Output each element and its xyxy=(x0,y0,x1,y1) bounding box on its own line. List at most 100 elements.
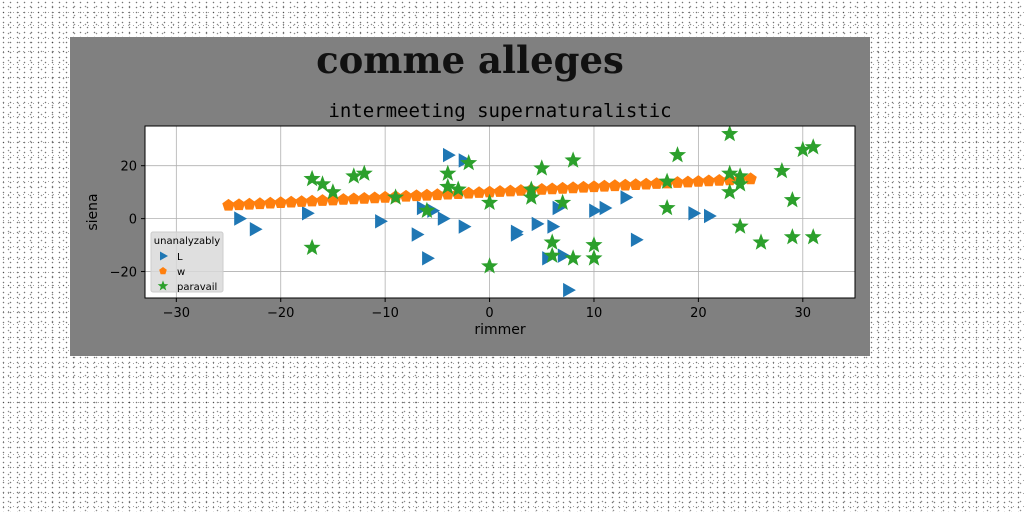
point-w xyxy=(316,194,329,206)
point-L xyxy=(630,232,644,247)
point-w xyxy=(702,174,715,187)
x-tick-label: −20 xyxy=(267,306,294,321)
point-w xyxy=(358,192,371,204)
point-w xyxy=(431,188,444,201)
point-paravail xyxy=(585,249,603,266)
x-tick-label: −30 xyxy=(163,306,190,321)
point-w xyxy=(222,198,235,211)
legend-box xyxy=(150,231,224,293)
point-L xyxy=(620,190,634,205)
point-w xyxy=(629,178,642,190)
point-paravail xyxy=(721,126,739,142)
point-w xyxy=(577,180,590,193)
plot-area xyxy=(145,126,855,298)
point-paravail xyxy=(460,154,478,171)
point-w xyxy=(285,195,298,208)
point-w xyxy=(368,191,381,204)
point-L xyxy=(443,147,456,163)
point-w xyxy=(472,186,486,198)
point-w xyxy=(535,183,548,195)
point-L xyxy=(704,208,717,224)
x-axis-label: rimmer xyxy=(474,322,526,338)
data-points xyxy=(222,126,822,298)
legend-marker-L xyxy=(160,251,168,261)
x-tick-label: 0 xyxy=(485,306,493,321)
legend-title: unanalyzably xyxy=(154,236,220,247)
point-w xyxy=(462,186,475,199)
point-paravail xyxy=(345,167,363,184)
point-paravail xyxy=(481,193,499,210)
point-paravail xyxy=(439,177,457,195)
point-w xyxy=(295,195,308,207)
point-w xyxy=(232,198,246,211)
legend-marker-w xyxy=(159,267,167,275)
legend-label-paravail: paravail xyxy=(177,282,217,293)
point-L xyxy=(531,216,545,232)
point-paravail xyxy=(564,151,582,168)
point-L xyxy=(547,219,561,234)
point-w xyxy=(347,192,360,205)
point-w xyxy=(640,177,653,190)
y-tick-label: 0 xyxy=(129,213,137,228)
point-L xyxy=(411,227,425,242)
x-tick-label: 20 xyxy=(690,306,707,321)
point-paravail xyxy=(794,140,812,158)
point-w xyxy=(608,179,621,192)
point-w xyxy=(546,182,559,195)
scatter-chart: intermeeting supernaturalistic −30 −20 −10 0… xyxy=(85,100,856,338)
point-w xyxy=(598,179,611,192)
point-w xyxy=(744,172,757,185)
point-w xyxy=(410,189,423,202)
point-paravail xyxy=(303,169,321,187)
point-paravail xyxy=(658,172,676,189)
point-paravail xyxy=(324,183,342,200)
figure-suptitle: comme alleges xyxy=(316,38,624,82)
point-w xyxy=(305,194,319,207)
point-paravail xyxy=(439,164,457,181)
point-L xyxy=(375,214,388,229)
point-paravail xyxy=(783,191,801,208)
point-paravail xyxy=(533,159,551,176)
point-paravail xyxy=(721,183,739,200)
point-w xyxy=(713,174,726,186)
point-paravail xyxy=(804,138,822,155)
point-w xyxy=(264,196,277,209)
plot-frame xyxy=(144,125,856,299)
point-paravail xyxy=(585,236,603,253)
x-tick-label: 30 xyxy=(795,306,812,321)
point-w xyxy=(587,180,601,193)
point-paravail xyxy=(303,238,321,255)
legend-label-w: w xyxy=(177,267,185,278)
point-paravail xyxy=(449,180,467,197)
point-L xyxy=(599,200,613,216)
point-w xyxy=(420,188,434,201)
point-paravail xyxy=(554,193,572,210)
figure: comme alleges intermeeting supernaturali… xyxy=(70,37,870,356)
point-paravail xyxy=(481,257,499,274)
point-w xyxy=(243,197,256,210)
point-paravail xyxy=(418,201,436,218)
point-paravail xyxy=(783,228,801,245)
point-w xyxy=(556,181,569,194)
point-paravail xyxy=(731,217,749,234)
legend-label-L: L xyxy=(177,252,183,263)
point-w xyxy=(274,196,287,208)
point-w xyxy=(493,185,507,197)
point-paravail xyxy=(658,199,676,216)
point-paravail xyxy=(313,175,332,192)
point-paravail xyxy=(355,164,373,181)
point-paravail xyxy=(773,162,791,179)
x-tick-label: 10 xyxy=(586,306,603,321)
point-L xyxy=(437,211,451,226)
y-axis-label: siena xyxy=(85,193,101,230)
point-paravail xyxy=(721,164,739,181)
point-w xyxy=(619,178,632,191)
point-L xyxy=(234,211,247,226)
point-paravail xyxy=(731,175,749,192)
point-w xyxy=(399,189,413,202)
point-w xyxy=(253,197,266,210)
point-w xyxy=(566,181,580,194)
point-w xyxy=(379,190,392,203)
point-paravail xyxy=(668,146,687,163)
point-L xyxy=(557,248,571,263)
